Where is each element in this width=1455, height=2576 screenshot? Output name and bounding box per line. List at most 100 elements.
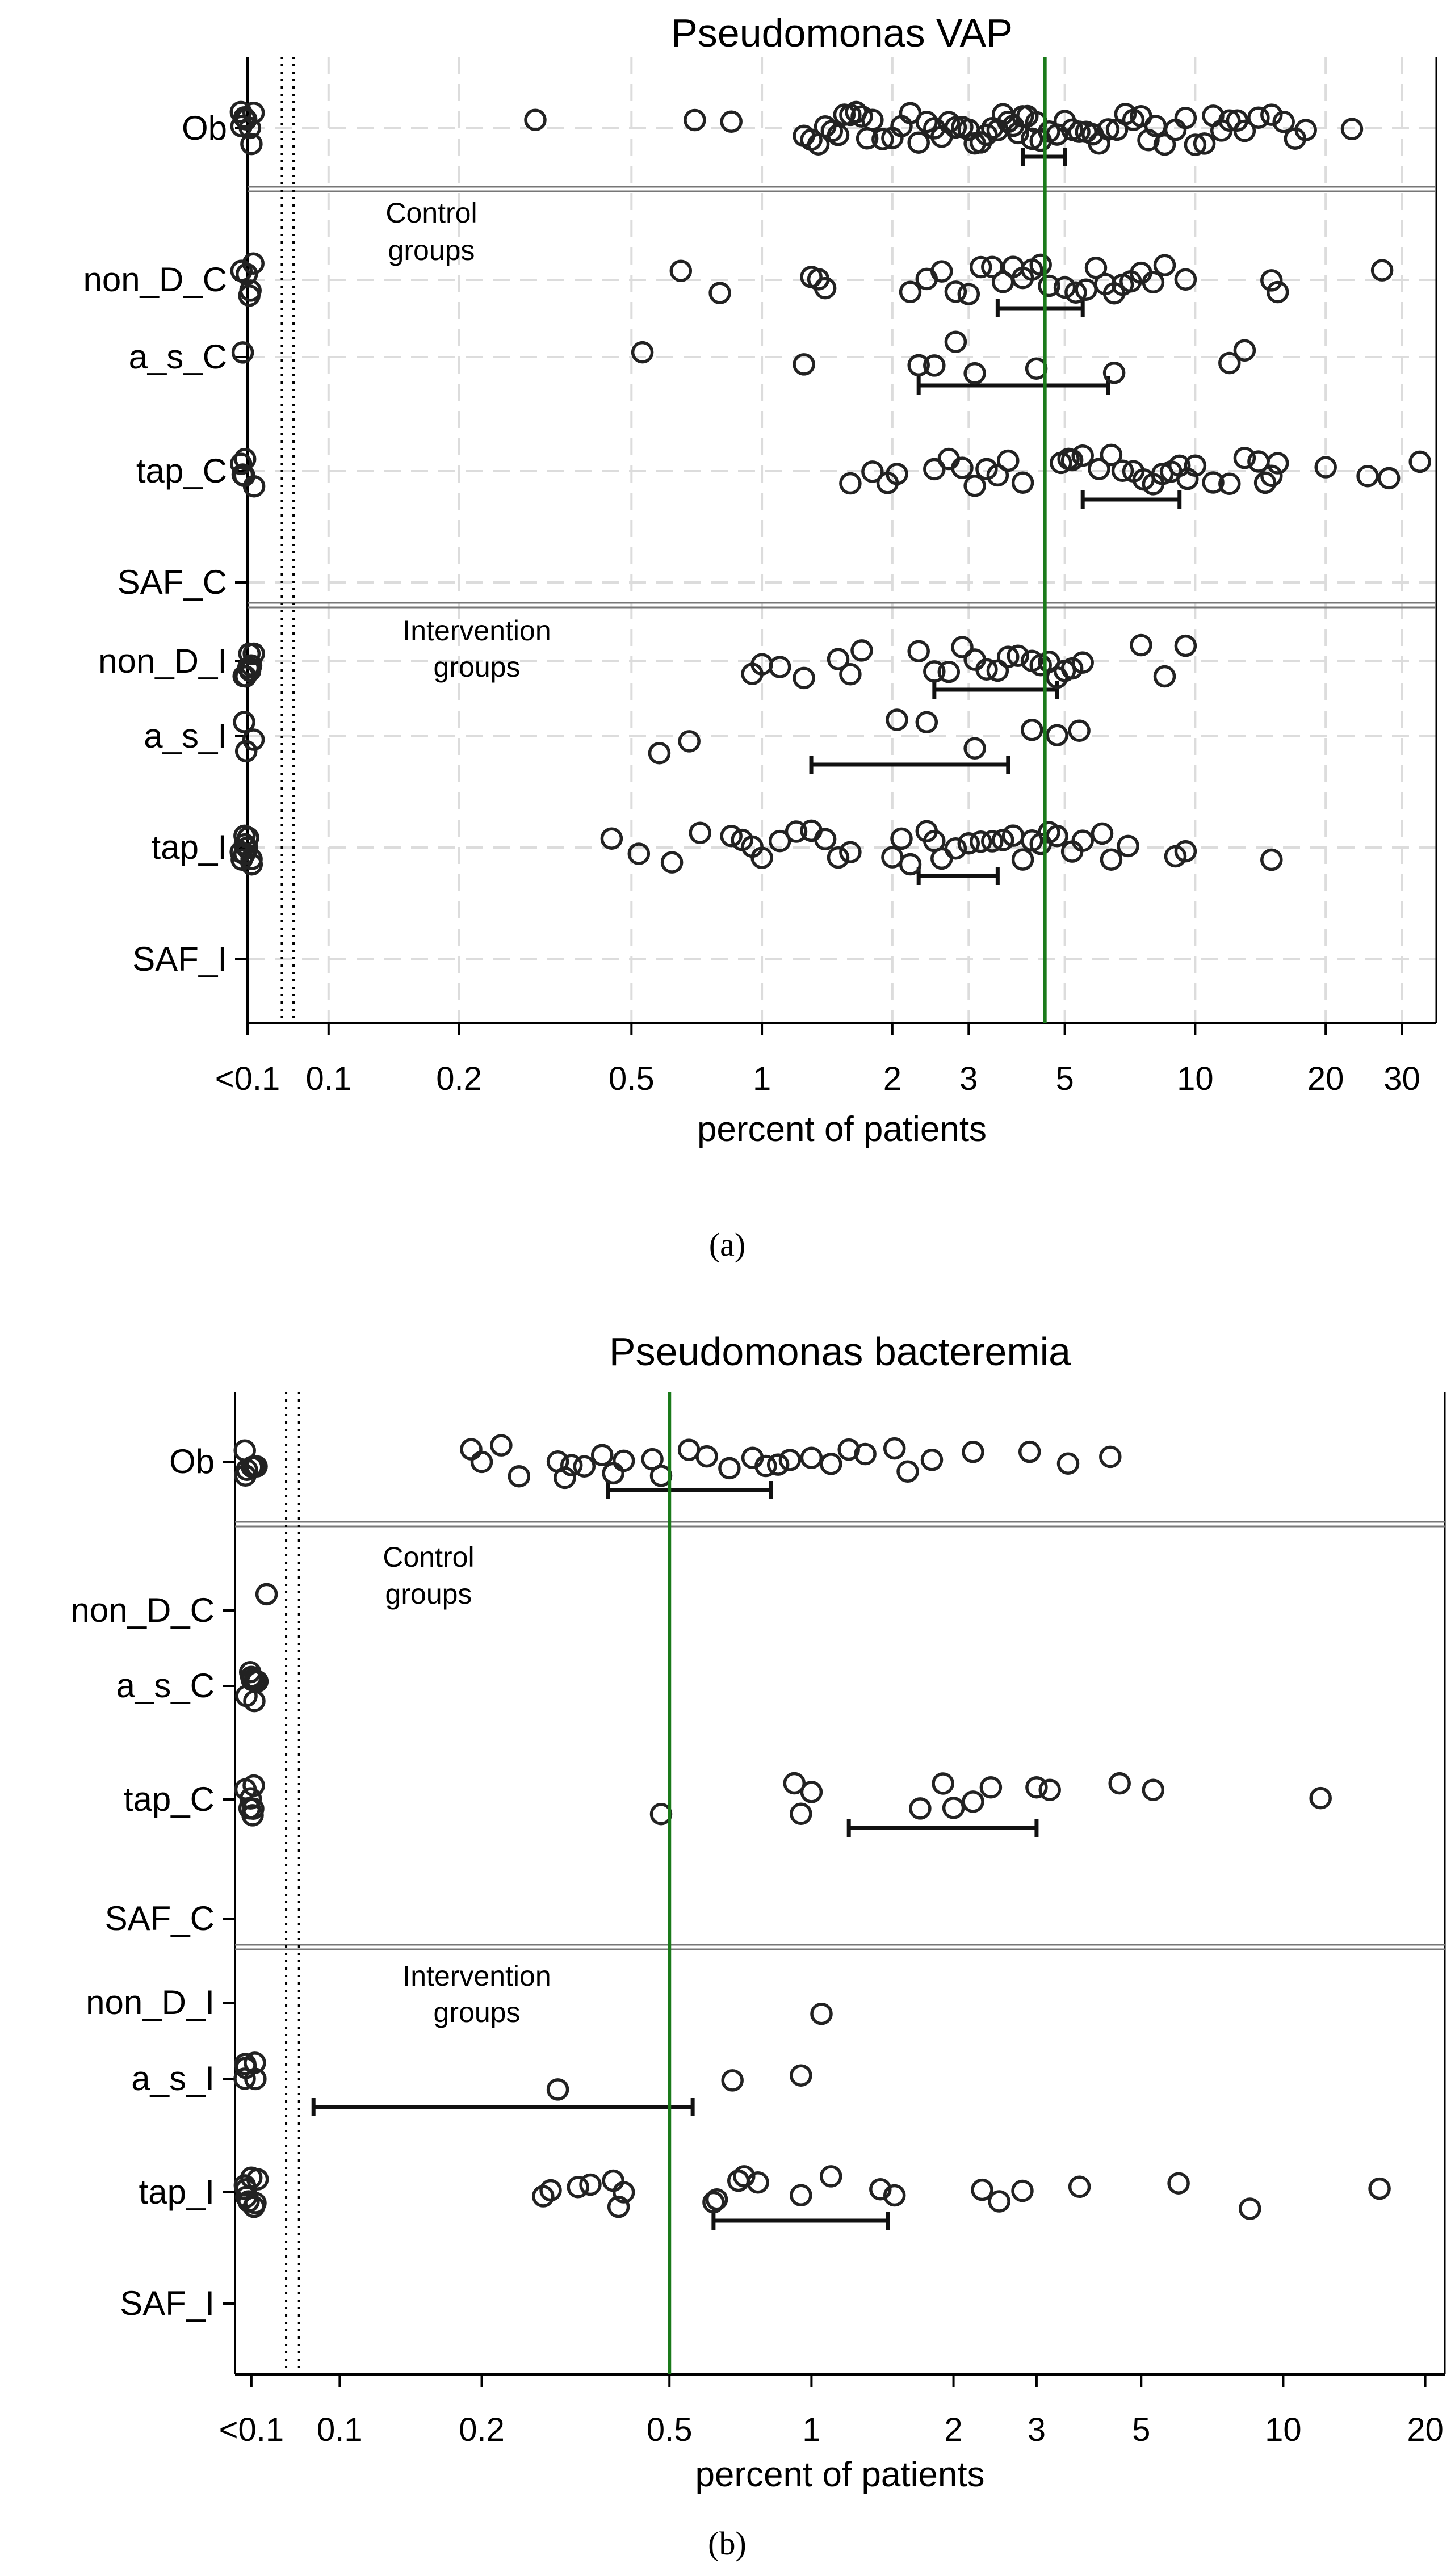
data-point-a-s-i-4 (678, 730, 701, 753)
data-point-tap-i-12 (689, 821, 711, 844)
data-point-non-d-c-2 (242, 252, 265, 275)
data-point-tap-i-13 (607, 2195, 630, 2218)
x-tick-label-3: 3 (959, 1060, 978, 1097)
data-point-tap-i-46 (1174, 840, 1197, 863)
data-point-ob-26 (907, 131, 930, 154)
data-point-non-d-i-13 (850, 639, 873, 662)
x-axis-title: percent of patients (697, 1110, 987, 1149)
data-point-tap-c-20 (1071, 444, 1094, 467)
data-point-a-s-c-9 (1218, 351, 1241, 375)
data-point-tap-i-47 (1260, 848, 1283, 871)
group-label-groups: groups (434, 1996, 521, 2028)
data-point-non-d-c-13 (944, 280, 967, 303)
data-point-tap-c-5 (241, 1804, 264, 1827)
data-point-non-d-c-12 (930, 260, 953, 283)
data-point-ob-32 (920, 1449, 944, 1471)
data-point-tap-c-11 (951, 456, 974, 479)
data-point-ob-63 (1153, 133, 1176, 156)
data-point-ob-5 (242, 102, 265, 124)
data-point-tap-c-7 (783, 1772, 806, 1795)
data-point-tap-c-12 (963, 475, 986, 497)
data-point-tap-i-8 (236, 836, 258, 859)
data-point-non-d-i-10 (793, 666, 815, 690)
data-point-tap-i-16 (750, 846, 773, 869)
data-point-non-d-c-32 (1142, 271, 1165, 294)
data-point-a-s-c-2 (793, 353, 815, 376)
data-point-tap-c-19 (1060, 448, 1084, 472)
data-point-a-s-i-3 (648, 742, 671, 765)
data-point-tap-i-20 (790, 2184, 812, 2207)
data-point-ob-6 (240, 132, 263, 156)
data-point-a-s-i-6 (915, 711, 938, 734)
data-point-non-d-i-11 (827, 648, 850, 670)
data-point-tap-c-16 (1038, 1778, 1061, 1801)
data-point-non-d-i-9 (768, 656, 791, 678)
data-point-tap-i-17 (768, 829, 791, 853)
data-point-tap-c-38 (1266, 452, 1289, 475)
data-point-ob-9 (508, 1465, 531, 1488)
data-point-a-s-i-1 (234, 740, 258, 763)
data-point-tap-i-18 (785, 820, 808, 843)
data-point-a-s-i-7 (963, 737, 986, 760)
data-point-tap-c-41 (1377, 467, 1401, 490)
data-point-ob-3 (229, 100, 253, 124)
x-tick-label-20: 20 (1307, 1060, 1344, 1097)
group-label-control: Control (383, 1541, 474, 1573)
y-tick-label-tap-c: tap_C (136, 452, 227, 490)
data-point-ob-34 (1018, 1440, 1041, 1463)
data-point-a-s-i-0 (233, 2067, 256, 2090)
x-tick-label-0-5: 0.5 (609, 1060, 655, 1097)
data-point-ob-13 (573, 1455, 596, 1478)
group-label-intervention: Intervention (402, 615, 551, 647)
y-tick-label-ob: Ob (169, 1442, 215, 1480)
data-point-tap-c-16 (1011, 471, 1034, 494)
data-point-ob-67 (1193, 132, 1216, 155)
data-point-ob-70 (1218, 109, 1241, 132)
data-point-non-d-c-23 (1053, 276, 1076, 299)
data-point-non-d-c-36 (1266, 280, 1289, 304)
data-point-tap-i-10 (567, 2176, 589, 2199)
data-point-tap-c-6 (861, 460, 884, 483)
chart-title: Pseudomonas VAP (671, 11, 1013, 55)
y-tick-label-non-d-i: non_D_I (98, 642, 227, 680)
data-point-ob-25 (778, 1449, 802, 1471)
data-point-ob-26 (800, 1446, 823, 1469)
data-point-tap-i-42 (1091, 822, 1114, 845)
data-point-a-s-i-7 (790, 2064, 812, 2087)
data-point-ob-8 (684, 108, 706, 132)
data-point-ob-77 (1294, 119, 1317, 141)
data-point-tap-i-33 (991, 829, 1014, 851)
data-point-tap-i-44 (1117, 834, 1139, 858)
data-point-tap-i-43 (1100, 848, 1123, 871)
data-point-tap-i-7 (242, 2195, 266, 2218)
data-point-tap-c-40 (1356, 464, 1379, 488)
data-point-tap-i-20 (814, 828, 837, 851)
data-point-tap-i-27 (1068, 2175, 1091, 2199)
data-point-tap-c-8 (886, 463, 908, 485)
y-tick-label-non-d-c: non_D_C (83, 261, 227, 299)
data-point-ob-5 (242, 1455, 266, 1478)
data-point-ob-74 (1260, 103, 1283, 126)
data-point-tap-i-10 (627, 842, 651, 865)
data-point-non-d-i-16 (937, 660, 961, 683)
data-point-a-s-i-4 (234, 2053, 257, 2075)
data-point-tap-i-9 (539, 2179, 562, 2202)
data-point-ob-35 (1056, 1452, 1080, 1475)
data-point-ob-7 (524, 108, 547, 131)
data-point-tap-i-32 (981, 830, 1004, 853)
data-point-a-s-c-1 (631, 341, 654, 364)
data-point-a-s-c-10 (1233, 339, 1256, 362)
x-tick-label-2: 2 (883, 1060, 901, 1097)
data-point-tap-c-9 (800, 1781, 823, 1803)
data-point-ob-52 (1068, 120, 1091, 143)
data-point-non-d-c-9 (814, 276, 837, 300)
data-point-a-s-c-8 (1102, 362, 1126, 384)
data-point-a-s-c-6 (963, 362, 986, 385)
data-point-tap-c-5 (839, 472, 862, 495)
data-point-non-d-c-35 (1260, 269, 1283, 292)
data-point-non-d-i-6 (240, 654, 263, 677)
chart-pseudomonas-bacteremia: Pseudomonas bacteremia Control groups Inter… (70, 1329, 1446, 2494)
data-point-ob-33 (962, 1441, 984, 1463)
data-point-tap-c-34 (1233, 447, 1256, 469)
data-point-ob-8 (490, 1434, 513, 1457)
